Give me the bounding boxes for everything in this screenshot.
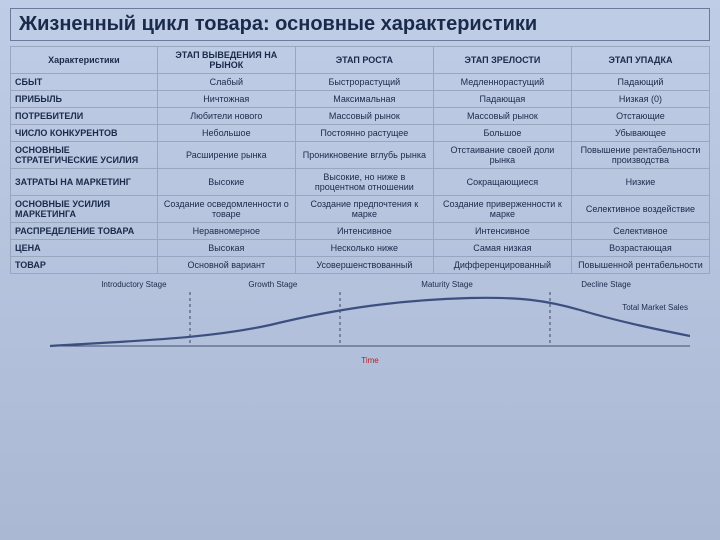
cell: Убывающее — [571, 125, 709, 142]
col-header: ЭТАП ЗРЕЛОСТИ — [433, 47, 571, 74]
table-row: СБЫТСлабыйБыстрорастущийМедленнорастущий… — [11, 74, 710, 91]
slide: Жизненный цикл товара: основные характер… — [0, 0, 720, 540]
table-header-row: Характеристики ЭТАП ВЫВЕДЕНИЯ НА РЫНОК Э… — [11, 47, 710, 74]
cell: Любители нового — [157, 108, 295, 125]
cell: Самая низкая — [433, 240, 571, 257]
cell: Интенсивное — [295, 223, 433, 240]
cell: Основной вариант — [157, 257, 295, 274]
row-name-cell: ЗАТРАТЫ НА МАРКЕТИНГ — [11, 169, 158, 196]
cell: Ничтожная — [157, 91, 295, 108]
row-name-cell: ПОТРЕБИТЕЛИ — [11, 108, 158, 125]
cell: Низкая (0) — [571, 91, 709, 108]
row-name-cell: ЦЕНА — [11, 240, 158, 257]
cell: Падающий — [571, 74, 709, 91]
table-row: ЗАТРАТЫ НА МАРКЕТИНГВысокиеВысокие, но н… — [11, 169, 710, 196]
col-header: Характеристики — [11, 47, 158, 74]
cell: Расширение рынка — [157, 142, 295, 169]
table-row: ПОТРЕБИТЕЛИЛюбители новогоМассовый рынок… — [11, 108, 710, 125]
cell: Высокие, но ниже в процентном отношении — [295, 169, 433, 196]
cell: Интенсивное — [433, 223, 571, 240]
cell: Быстрорастущий — [295, 74, 433, 91]
cell: Слабый — [157, 74, 295, 91]
row-name-cell: ТОВАР — [11, 257, 158, 274]
cell: Повышенной рентабельности — [571, 257, 709, 274]
cell: Большое — [433, 125, 571, 142]
cell: Небольшое — [157, 125, 295, 142]
cell: Сокращающиеся — [433, 169, 571, 196]
row-name-cell: ЧИСЛО КОНКУРЕНТОВ — [11, 125, 158, 142]
lifecycle-curve-svg — [50, 280, 690, 355]
col-header: ЭТАП РОСТА — [295, 47, 433, 74]
characteristics-table: Характеристики ЭТАП ВЫВЕДЕНИЯ НА РЫНОК Э… — [10, 46, 710, 274]
cell: Неравномерное — [157, 223, 295, 240]
row-name-cell: ОСНОВНЫЕ УСИЛИЯ МАРКЕТИНГА — [11, 196, 158, 223]
cell: Массовый рынок — [433, 108, 571, 125]
col-header: ЭТАП УПАДКА — [571, 47, 709, 74]
cell: Возрастающая — [571, 240, 709, 257]
table-row: ТОВАРОсновной вариантУсовершенствованный… — [11, 257, 710, 274]
lifecycle-chart: Introductory Stage Growth Stage Maturity… — [50, 280, 690, 355]
row-name-cell: ПРИБЫЛЬ — [11, 91, 158, 108]
cell: Дифференцированный — [433, 257, 571, 274]
col-header: ЭТАП ВЫВЕДЕНИЯ НА РЫНОК — [157, 47, 295, 74]
cell: Отстающие — [571, 108, 709, 125]
cell: Отстаивание своей доли рынка — [433, 142, 571, 169]
cell: Медленнорастущий — [433, 74, 571, 91]
cell: Высокие — [157, 169, 295, 196]
table-row: ОСНОВНЫЕ СТРАТЕГИЧЕСКИЕ УСИЛИЯРасширение… — [11, 142, 710, 169]
cell: Создание приверженности к марке — [433, 196, 571, 223]
table-row: ПРИБЫЛЬНичтожнаяМаксимальнаяПадающаяНизк… — [11, 91, 710, 108]
cell: Селективное — [571, 223, 709, 240]
table-row: РАСПРЕДЕЛЕНИЕ ТОВАРАНеравномерноеИнтенси… — [11, 223, 710, 240]
cell: Высокая — [157, 240, 295, 257]
cell: Максимальная — [295, 91, 433, 108]
cell: Усовершенствованный — [295, 257, 433, 274]
cell: Селективное воздействие — [571, 196, 709, 223]
cell: Низкие — [571, 169, 709, 196]
table-row: ЧИСЛО КОНКУРЕНТОВНебольшоеПостоянно раст… — [11, 125, 710, 142]
row-name-cell: ОСНОВНЫЕ СТРАТЕГИЧЕСКИЕ УСИЛИЯ — [11, 142, 158, 169]
cell: Массовый рынок — [295, 108, 433, 125]
cell: Создание предпочтения к марке — [295, 196, 433, 223]
x-axis-label: Time — [361, 356, 378, 365]
cell: Постоянно растущее — [295, 125, 433, 142]
page-title: Жизненный цикл товара: основные характер… — [10, 8, 710, 41]
sales-curve — [50, 298, 690, 346]
row-name-cell: РАСПРЕДЕЛЕНИЕ ТОВАРА — [11, 223, 158, 240]
row-name-cell: СБЫТ — [11, 74, 158, 91]
table-row: ЦЕНАВысокаяНесколько нижеСамая низкаяВоз… — [11, 240, 710, 257]
cell: Повышение рентабельности производства — [571, 142, 709, 169]
cell: Падающая — [433, 91, 571, 108]
cell: Создание осведомленности о товаре — [157, 196, 295, 223]
table-row: ОСНОВНЫЕ УСИЛИЯ МАРКЕТИНГАСоздание освед… — [11, 196, 710, 223]
cell: Проникновение вглубь рынка — [295, 142, 433, 169]
cell: Несколько ниже — [295, 240, 433, 257]
